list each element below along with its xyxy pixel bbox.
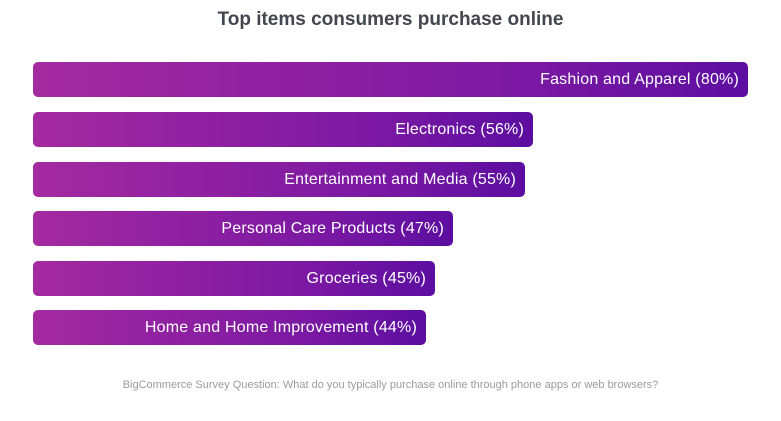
bar-label: Personal Care Products (47%)	[221, 219, 444, 237]
bar-label: Electronics (56%)	[395, 120, 524, 138]
bar-personal-care: Personal Care Products (47%)	[33, 211, 453, 246]
bar-home-improvement: Home and Home Improvement (44%)	[33, 310, 426, 345]
bar-fashion: Fashion and Apparel (80%)	[33, 62, 748, 97]
bar-label: Groceries (45%)	[306, 269, 426, 287]
bar-entertainment: Entertainment and Media (55%)	[33, 162, 525, 197]
bar-label: Entertainment and Media (55%)	[284, 170, 516, 188]
bar-label: Home and Home Improvement (44%)	[144, 318, 417, 336]
bar-electronics: Electronics (56%)	[33, 112, 533, 147]
survey-footnote: BigCommerce Survey Question: What do you…	[122, 379, 659, 391]
bar-label: Fashion and Apparel (80%)	[540, 70, 739, 88]
bar-groceries: Groceries (45%)	[33, 261, 435, 296]
chart-title: Top items consumers purchase online	[217, 9, 564, 30]
